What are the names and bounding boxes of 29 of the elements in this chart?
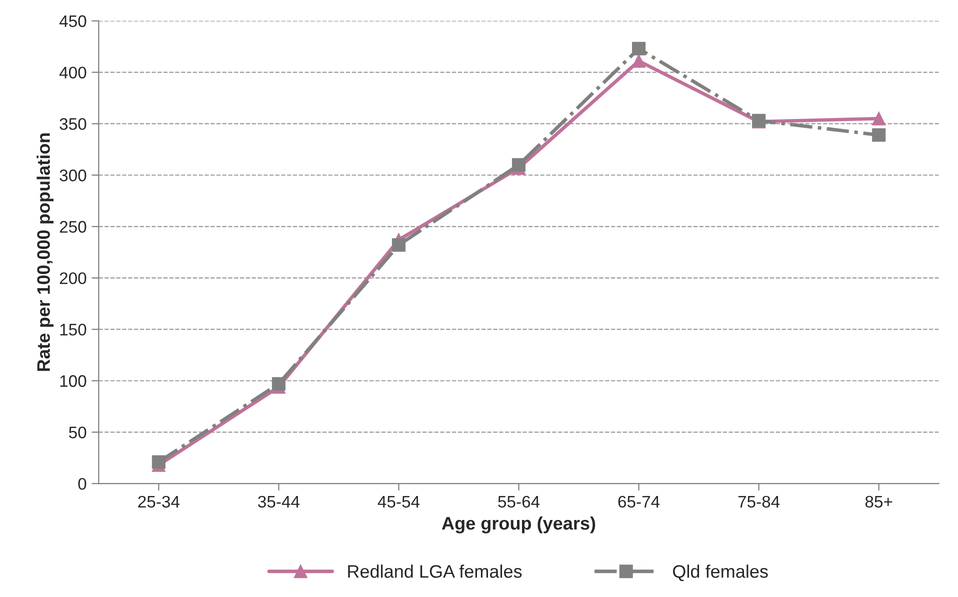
- point: [392, 238, 406, 252]
- x-tick-label: 35-44: [258, 496, 300, 508]
- y-tick-label: 450: [59, 15, 86, 28]
- legend-label: Qld females: [673, 564, 768, 582]
- x-tick-label: 45-54: [378, 496, 420, 508]
- y-tick-label: 150: [60, 324, 86, 336]
- y-axis-title: Rate per 100,000 population: [36, 133, 54, 371]
- y-tick-label: 300: [60, 170, 86, 182]
- x-tick-label: 85+: [865, 496, 892, 508]
- point: [272, 377, 286, 391]
- y-tick-label: 50: [69, 426, 86, 438]
- point: [632, 42, 646, 56]
- x-tick-label: 65-74: [618, 496, 660, 508]
- y-tick-label: 350: [60, 118, 86, 130]
- point: [872, 112, 886, 126]
- x-tick-label: 75-84: [738, 496, 780, 508]
- y-tick-label: 200: [60, 272, 86, 284]
- point: [632, 54, 646, 68]
- y-tick-label: 0: [78, 478, 86, 490]
- x-tick-label: 55-64: [498, 496, 540, 508]
- y-tick-label: 100: [60, 375, 86, 387]
- y-tick-label: 400: [59, 66, 86, 79]
- point: [512, 158, 526, 172]
- y-tick-label: 250: [60, 220, 86, 233]
- legend-label: Redland LGA females: [348, 564, 522, 578]
- point: [152, 455, 166, 469]
- x-axis-title: Age group (years): [442, 516, 596, 534]
- x-tick-label: 25-34: [138, 496, 180, 508]
- point: [872, 128, 886, 142]
